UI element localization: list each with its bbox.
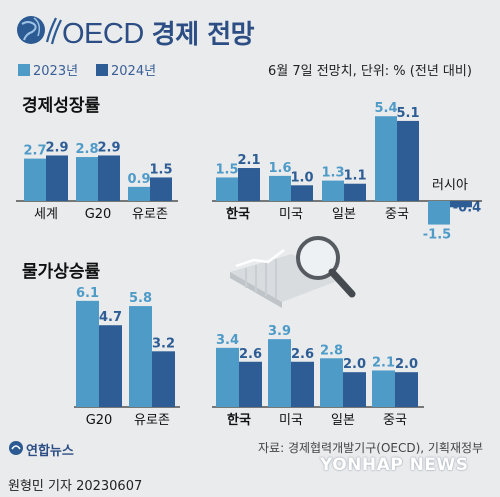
category-label: 미국: [279, 413, 303, 428]
data-label: 1.3: [321, 166, 344, 181]
bar: [239, 361, 262, 407]
brand-name: OECD: [62, 18, 144, 50]
bar: [291, 185, 313, 201]
data-label: 5.1: [396, 106, 419, 121]
data-label: 2.7: [23, 144, 46, 159]
bar: [150, 177, 172, 201]
bar: [76, 300, 99, 407]
category-label: 일본: [331, 413, 355, 428]
magnifier-illustration-icon: [230, 236, 356, 308]
yonhap-logo-text: 연합뉴스: [26, 444, 74, 459]
data-label: 5.4: [374, 101, 397, 116]
data-label: 3.4: [216, 333, 239, 348]
bar: [216, 347, 239, 407]
category-label: 유로존: [132, 207, 168, 222]
category-label: 러시아: [432, 178, 468, 193]
bar: [129, 306, 152, 407]
category-label: 일본: [332, 207, 356, 222]
yonhap-logo-icon: [9, 441, 23, 455]
data-label: 2.1: [237, 153, 260, 168]
bar: [395, 372, 418, 407]
bar: [238, 168, 260, 201]
data-label: 1.1: [343, 169, 366, 184]
bar: [268, 339, 291, 407]
data-label: 2.1: [372, 355, 395, 370]
bar: [372, 370, 395, 407]
legend-2023: 2023년: [18, 60, 78, 79]
bar: [450, 201, 472, 208]
bar: [322, 180, 344, 201]
growth-section-title: 경제성장률: [22, 96, 101, 116]
data-label: -1.5: [423, 228, 451, 243]
bar: [397, 120, 419, 201]
data-label: 1.6: [268, 161, 291, 176]
bar: [344, 183, 366, 201]
legend-swatch-2024: [96, 64, 108, 76]
category-label: 중국: [383, 413, 407, 428]
data-label: 2.0: [395, 357, 418, 372]
bar: [343, 372, 366, 407]
category-label: G20: [85, 207, 112, 222]
data-label: 1.5: [215, 162, 238, 177]
category-label: 한국: [226, 206, 250, 222]
title-text: 경제 전망: [151, 20, 255, 50]
bar: [216, 177, 238, 201]
data-label: 6.1: [76, 286, 99, 301]
data-label: 1.0: [290, 170, 313, 185]
data-label: 2.6: [239, 347, 262, 362]
bar: [99, 325, 122, 407]
bar: [98, 155, 120, 201]
page-title: OECD 경제 전망: [62, 14, 255, 51]
source-note: 자료: 경제협력개발기구(OECD), 기획재정부: [258, 441, 484, 455]
bar: [46, 155, 68, 201]
data-label: -0.4: [453, 200, 481, 215]
watermark-text: YONHAP NEWS: [320, 455, 469, 475]
bar: [24, 158, 46, 201]
data-label: 2.9: [45, 140, 68, 155]
data-label: 2.9: [97, 140, 120, 155]
data-label: 2.0: [343, 357, 366, 372]
bar: [291, 361, 314, 407]
bar: [428, 201, 450, 225]
data-label: 3.9: [268, 324, 291, 339]
data-label: 2.8: [320, 343, 343, 358]
bar: [152, 351, 175, 407]
legend-swatch-2023: [18, 64, 30, 76]
category-label: 한국: [227, 412, 251, 428]
category-label: 유로존: [134, 413, 170, 428]
data-label: 4.7: [99, 310, 122, 325]
data-label: 0.9: [127, 172, 150, 187]
category-label: 세계: [34, 207, 58, 222]
data-label: 1.5: [149, 162, 172, 177]
legend-2024: 2024년: [96, 60, 156, 79]
legend-label-2023: 2023년: [33, 64, 79, 79]
category-label: 미국: [279, 207, 303, 222]
oecd-globe-icon: [17, 16, 62, 45]
data-label: 5.8: [129, 291, 152, 306]
category-label: 중국: [385, 207, 409, 222]
category-label: G20: [86, 413, 113, 428]
bar: [128, 186, 150, 201]
legend-label-2024: 2024년: [111, 64, 157, 79]
unit-note: 6월 7일 전망치, 단위: % (전년 대비): [268, 64, 472, 79]
data-label: 2.8: [75, 142, 98, 157]
byline: 원형민 기자 20230607: [8, 479, 143, 494]
bar: [375, 116, 397, 201]
bar: [320, 358, 343, 407]
data-label: 3.2: [152, 336, 175, 351]
inflation-section-title: 물가상승률: [22, 262, 101, 282]
data-label: 2.6: [291, 347, 314, 362]
bar: [76, 157, 98, 201]
bar: [269, 175, 291, 201]
